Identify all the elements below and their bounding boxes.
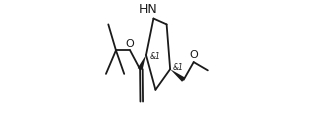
Text: O: O <box>189 50 198 60</box>
Text: HN: HN <box>139 3 158 16</box>
Text: O: O <box>126 39 134 49</box>
Polygon shape <box>170 69 185 82</box>
Text: &1: &1 <box>173 64 183 72</box>
Polygon shape <box>138 55 146 70</box>
Text: &1: &1 <box>149 52 160 61</box>
